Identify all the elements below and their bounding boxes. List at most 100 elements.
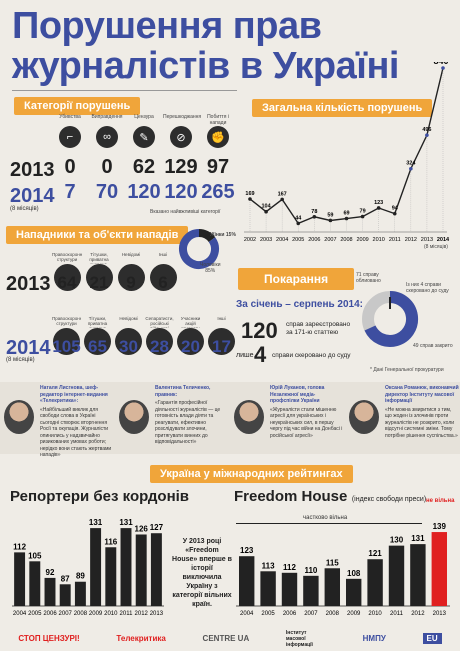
bar-x-tick: 2012 (135, 611, 149, 617)
bar (324, 568, 341, 606)
line-x-tick: 2009 (356, 237, 368, 243)
category-value-2014: 265 (201, 181, 235, 203)
fh-band-not: не вільна (426, 498, 455, 504)
bar-value-label: 89 (76, 572, 85, 581)
attacker-value: 20 (181, 337, 200, 356)
bar (345, 578, 362, 606)
category-label: Побиття і напади (207, 114, 229, 126)
attacker-value: 17 (212, 337, 231, 356)
attacker-column: Невідомі 30 (114, 316, 143, 357)
fist-icon: ✊ (207, 126, 229, 148)
attacker-column: Інші 17 (207, 316, 236, 357)
quote-body: «Не можна змиритися з тим, що жоден із з… (385, 406, 458, 439)
quote-photo (349, 400, 379, 434)
category-value-2014: 120 (164, 181, 198, 203)
bar-x-tick: 2010 (368, 611, 382, 617)
year-2014-label: 2014 (10, 185, 55, 207)
quotes-panel: Наталя Лисгнова, шеф-редактор інтернет-в… (0, 382, 460, 458)
category-value-2014: 70 (95, 181, 119, 203)
pie-women-label: Жінки 15% (210, 232, 236, 238)
total-header: Загальна кількість порушень (252, 99, 433, 117)
donut-label-a: 71 справу облиовано (356, 272, 381, 284)
bar-x-tick: 2009 (347, 611, 361, 617)
quote-text: Валентина Теличенко, правник: «Гарантія п… (155, 385, 229, 446)
fh-band-line (236, 523, 422, 524)
bar-value-label: 110 (304, 566, 317, 575)
bar (303, 575, 319, 606)
line-x-tick: 2007 (324, 237, 336, 243)
category-column: Виправдення ∞ 0 70 (89, 114, 125, 204)
line-point (312, 214, 317, 219)
cases-registered-number: 120 (241, 318, 278, 343)
bar-value-label: 131 (119, 518, 133, 527)
person-icon (146, 328, 173, 355)
quote-author: Наталя Лисгнова, шеф-редактор інтернет-в… (40, 385, 108, 404)
donut-label-c: 49 справ закрито (413, 343, 453, 349)
bar (410, 544, 426, 606)
bar-value-label: 87 (61, 574, 70, 583)
attacker-value: 28 (150, 337, 169, 356)
fh-title-block: Freedom House (індекс свободи преси) (234, 488, 426, 506)
attacker-column: Тітушки, приватна охорона 65 (83, 316, 112, 357)
bar-value-label: 113 (262, 561, 275, 570)
total-line-chart: 169 2002 104 2003 167 2004 44 2005 78 2006 59 2007 6… (244, 62, 450, 243)
person-icon (177, 328, 204, 355)
bar-x-tick: 2011 (390, 611, 404, 617)
line-series (249, 67, 444, 225)
line-x-tick: 2012 (405, 237, 417, 243)
rsf-title: Репортери без кордонів (10, 488, 190, 505)
fh-band-partly: частково вільна (300, 515, 351, 521)
line-point (425, 133, 429, 137)
bar-x-tick: 2005 (28, 611, 42, 617)
divider (12, 90, 237, 91)
bar (29, 561, 41, 606)
line-x-tick: 2006 (308, 237, 320, 243)
intl-header: Україна у міжнародних рейтингах (150, 465, 353, 483)
category-value-2013: 0 (101, 156, 113, 178)
attackers-header: Нападники та об'єкти нападів (6, 226, 189, 244)
person-icon (84, 328, 111, 355)
attacker-column: Правоохоронні структури 105 (52, 316, 81, 357)
quote-text: Наталя Лисгнова, шеф-редактор інтернет-в… (40, 385, 114, 459)
attacker-label: Правоохоронні структури (52, 316, 81, 326)
line-point (328, 218, 333, 223)
line-data-label: 496 (422, 127, 431, 133)
quote-photo (234, 400, 264, 434)
category-column: Побиття і напади ✊ 97 265 (200, 114, 236, 204)
bar (367, 559, 383, 606)
punishment-header: Покарання (238, 268, 355, 290)
quote-text: Оксана Романюк, виконавчий директор Інст… (385, 385, 459, 439)
attackers-year-2014: 2014 (6, 337, 51, 359)
bar-value-label: 112 (13, 542, 26, 551)
quote-text: Юрій Луканов, голова Незалежної медіа-пр… (270, 385, 344, 439)
line-data-label: 167 (278, 191, 287, 197)
line-point (392, 211, 397, 216)
category-column: Перешкоджання ⊘ 129 120 (163, 114, 201, 204)
pie-slice (198, 229, 216, 243)
logo-eu: EU (422, 633, 442, 644)
line-x-tick: 2014 (437, 237, 450, 243)
bar-value-label: 131 (89, 518, 103, 527)
quote-photo (4, 400, 34, 434)
gender-pie-chart (179, 229, 219, 269)
bar-x-tick: 2008 (74, 611, 88, 617)
line-x-tick: 2004 (276, 237, 288, 243)
attacker-label: Сепаратисти, російські військові (145, 316, 174, 328)
line-data-label: 59 (327, 212, 333, 218)
line-point (441, 66, 445, 70)
title-line-2: журналістів в Україні (12, 45, 399, 87)
quote-body: «Гарантія професійної діяльності журналі… (155, 400, 221, 445)
bar-x-tick: 2006 (43, 611, 57, 617)
quote-body: «Журналісти стали мішенню агресії для ук… (270, 406, 343, 439)
line-data-label: 78 (311, 209, 317, 215)
categories-note: Вказано найвжливіші категорії (150, 209, 221, 215)
attacker-label: Учасники акцій протесту (180, 316, 201, 328)
attacker-value: 65 (88, 337, 107, 356)
categories-panel: Убивства ⌐ 0 7 Виправдення ∞ 0 70 Цензура ✎ 62 120 П… (52, 114, 235, 210)
attacker-value: 105 (52, 337, 81, 356)
line-point (248, 197, 252, 201)
bar-x-tick: 2008 (326, 611, 340, 617)
logo-stop-censorship: СТОП ЦЕНЗУРІ! (18, 634, 80, 643)
cases-donut (362, 290, 419, 347)
attackers-year-2013: 2013 (6, 273, 51, 295)
